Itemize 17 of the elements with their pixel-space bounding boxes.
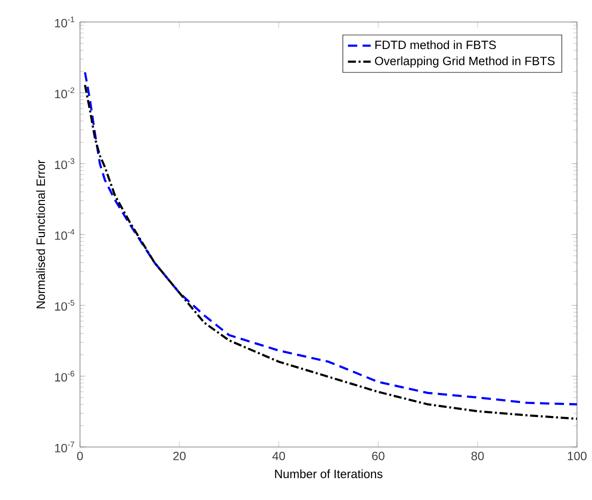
- y-axis-title: Normalised Functional Error: [36, 160, 46, 308]
- x-tick-label: 60: [372, 452, 384, 460]
- y-tick-label: 10$^{-4}$: [55, 229, 74, 240]
- y-tick-label: 10$^{-2}$: [55, 87, 74, 98]
- x-tick-label: 80: [471, 452, 484, 460]
- x-tick-label: 100: [568, 452, 587, 460]
- legend-label: Overlapping Grid Method in FBTS: [374, 56, 555, 68]
- x-tick-label: 40: [272, 452, 286, 460]
- x-axis-title: Number of Iterations: [275, 469, 382, 478]
- y-tick-label: 10$^{-3}$: [55, 158, 74, 170]
- x-tick-label: 20: [173, 452, 186, 460]
- x-tick-label: 0: [77, 452, 83, 460]
- y-tick-label: 10$^{-5}$: [55, 300, 74, 311]
- y-tick-label: 10$^{-1}$: [55, 16, 74, 28]
- legend-label: FDTD method in FBTS: [375, 40, 496, 50]
- y-tick-label: 10$^{-7}$: [55, 442, 74, 452]
- y-tick-label: 10$^{-6}$: [55, 370, 74, 382]
